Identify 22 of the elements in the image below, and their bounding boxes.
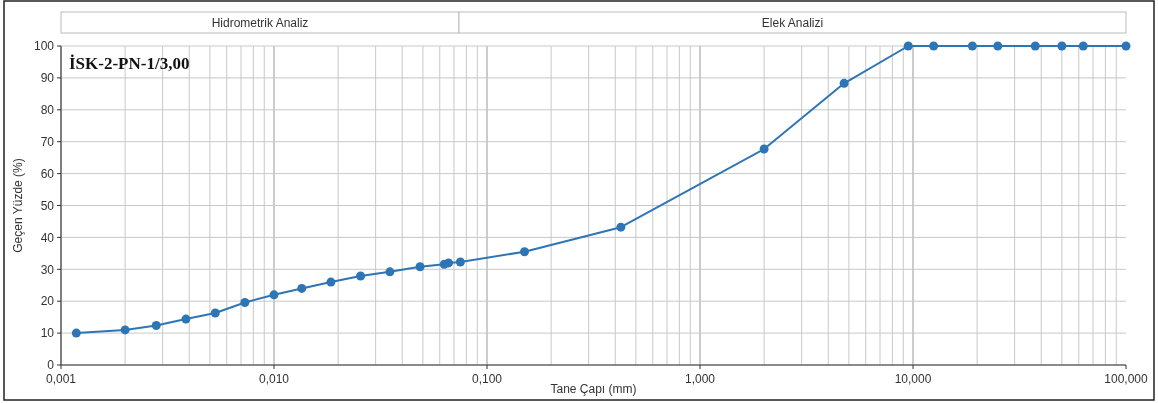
y-axis-title: Geçen Yüzde (%) xyxy=(11,158,25,253)
x-axis-title: Tane Çapı (mm) xyxy=(550,382,637,396)
x-tick-label: 0,010 xyxy=(258,372,290,386)
text: Elek Analizi xyxy=(761,16,824,30)
y-tick-label: 80 xyxy=(40,103,55,117)
y-tick-label: 0 xyxy=(47,358,55,373)
x-tick-label: 10,000 xyxy=(894,372,932,386)
y-tick-label: 50 xyxy=(40,198,55,213)
y-tick-label: 60 xyxy=(40,166,55,181)
x-tick-label: 0,001 xyxy=(45,372,77,386)
y-tick-label: 70 xyxy=(40,134,55,149)
text: Hidrometrik Analiz xyxy=(211,16,309,30)
x-tick-label: 0,100 xyxy=(471,372,503,386)
y-tick-label: 10 xyxy=(40,326,55,341)
text: İSK-2-PN-1/3,00 xyxy=(69,54,190,73)
y-tick-label: 30 xyxy=(40,262,55,277)
y-tick-label: 20 xyxy=(40,294,55,309)
y-tick-label: 100 xyxy=(33,39,55,54)
x-tick-label: 1,000 xyxy=(684,372,716,386)
y-tick-label: 90 xyxy=(40,71,55,86)
x-tick-label: 100,000 xyxy=(1104,372,1149,386)
y-tick-label: 40 xyxy=(40,230,55,245)
